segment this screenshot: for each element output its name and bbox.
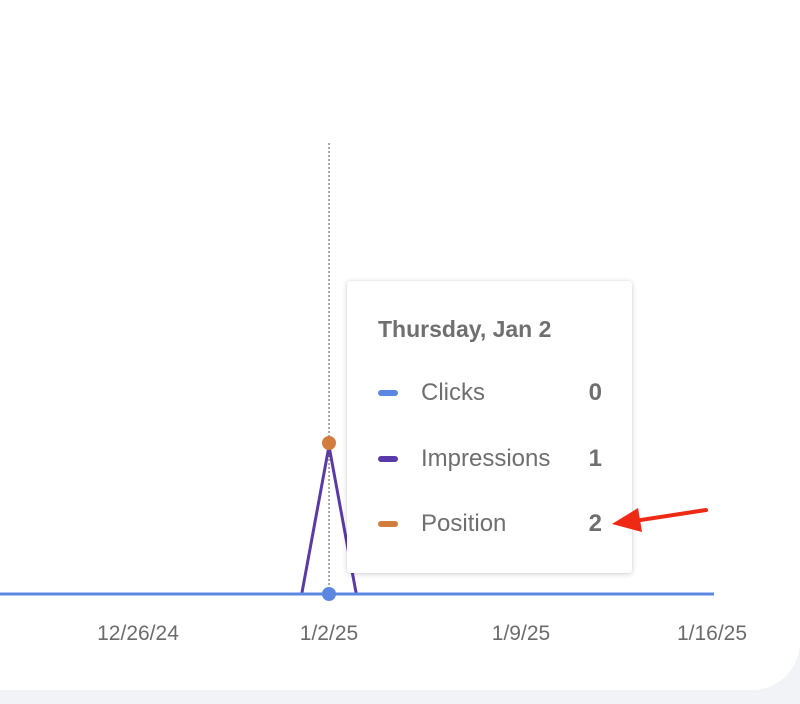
x-tick-label: 1/9/25 <box>492 622 550 645</box>
tooltip-date: Thursday, Jan 2 <box>378 316 552 342</box>
x-tick-label: 12/26/24 <box>97 622 179 645</box>
tooltip-value-clicks: 0 <box>588 379 602 406</box>
tooltip-value-position: 2 <box>588 510 602 537</box>
red-arrow-icon <box>612 508 708 532</box>
hover-markers <box>322 436 336 601</box>
clicks-point <box>322 587 336 601</box>
tooltip-row-position: Position 2 <box>378 510 604 540</box>
x-tick-label: 1/16/25 <box>677 622 747 645</box>
tooltip-label-impressions: Impressions <box>421 445 551 472</box>
tooltip-label-position: Position <box>421 510 507 537</box>
position-point <box>322 436 336 450</box>
x-tick-label: 1/2/25 <box>300 622 358 645</box>
tooltip-row-impressions: Impressions 1 <box>378 445 604 475</box>
tooltip-label-clicks: Clicks <box>421 379 485 406</box>
position-swatch-icon <box>378 521 398 527</box>
hover-tooltip: Thursday, Jan 2 Clicks 0 Impressions 1 P… <box>347 281 632 573</box>
tooltip-value-impressions: 1 <box>588 445 602 472</box>
tooltip-row-clicks: Clicks 0 <box>378 379 604 409</box>
x-axis-ticks: 12/26/24 1/2/25 1/9/25 1/16/25 <box>97 622 747 645</box>
impressions-swatch-icon <box>378 456 398 462</box>
clicks-swatch-icon <box>378 390 398 396</box>
